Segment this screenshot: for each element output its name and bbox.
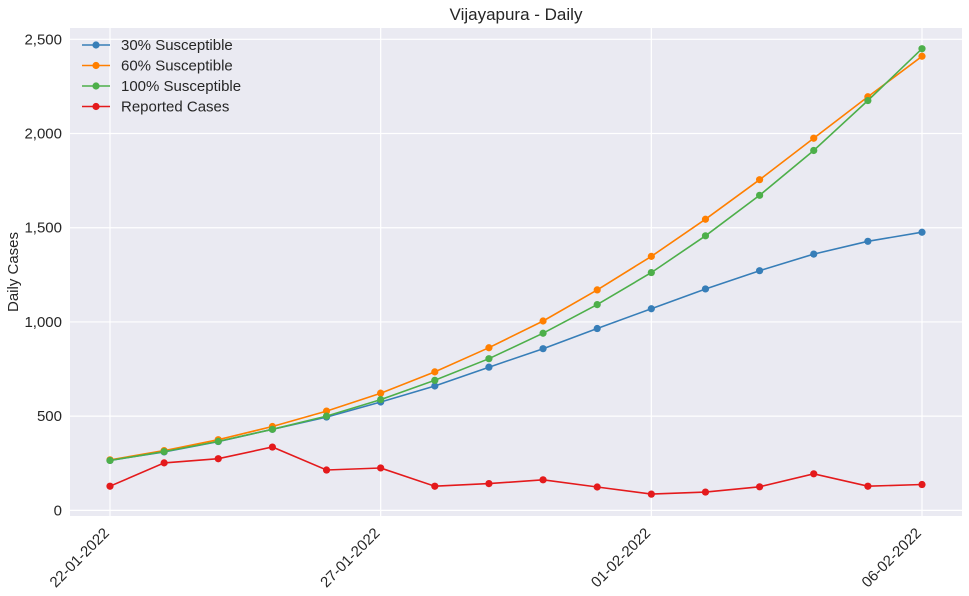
data-point xyxy=(810,134,818,142)
data-point xyxy=(810,146,818,155)
grid-lines xyxy=(70,28,962,516)
data-point xyxy=(701,285,710,293)
data-point xyxy=(647,305,655,313)
y-tick-label: 0 xyxy=(54,502,62,519)
data-point xyxy=(539,329,547,337)
data-point xyxy=(918,480,926,489)
data-point xyxy=(539,476,547,484)
y-axis-label: Daily Cases xyxy=(5,232,22,312)
x-tick-label: 27-01-2022 xyxy=(317,525,383,591)
data-point xyxy=(864,482,872,490)
data-point xyxy=(431,382,439,390)
data-point xyxy=(810,470,818,478)
data-point xyxy=(918,45,926,53)
data-point xyxy=(106,482,114,490)
data-point xyxy=(647,252,655,260)
data-point xyxy=(485,479,493,488)
y-tick-label: 2,000 xyxy=(24,126,62,143)
data-point xyxy=(756,176,764,184)
data-point xyxy=(268,425,276,433)
legend-label: 30% Susceptible xyxy=(121,37,233,54)
series-line xyxy=(109,48,923,462)
data-point xyxy=(756,267,764,275)
legend-marker xyxy=(92,61,100,70)
data-point xyxy=(756,191,764,199)
data-point xyxy=(214,455,222,463)
legend-marker xyxy=(92,41,100,49)
data-point xyxy=(160,447,168,456)
legend-marker xyxy=(92,82,100,90)
data-point xyxy=(647,268,655,277)
data-point xyxy=(810,250,818,258)
data-point xyxy=(377,464,385,472)
data-point xyxy=(214,437,222,445)
data-point xyxy=(864,96,872,105)
data-point xyxy=(701,215,710,223)
data-point xyxy=(160,459,168,467)
data-point xyxy=(701,232,710,240)
data-point xyxy=(377,389,385,397)
legend: 30% Susceptible 60% Susceptible 100% Susce… xyxy=(82,37,241,116)
data-point xyxy=(539,345,547,353)
data-point xyxy=(322,466,331,474)
x-tick-label: 06-02-2022 xyxy=(859,525,925,591)
y-tick-label: 1,000 xyxy=(24,314,62,331)
data-point xyxy=(268,443,276,451)
x-tick-label: 01-02-2022 xyxy=(588,525,654,591)
legend-label: 100% Susceptible xyxy=(121,78,241,95)
data-point xyxy=(593,300,601,309)
data-point xyxy=(485,344,493,352)
data-point xyxy=(431,368,439,376)
data-point xyxy=(431,482,439,490)
data-point xyxy=(593,324,601,333)
data-point xyxy=(701,488,710,496)
series-line xyxy=(109,446,923,495)
plot-area xyxy=(70,28,962,516)
data-point xyxy=(647,490,655,498)
y-axis-ticks: 0 500 1,000 1,500 2,000 2,500 xyxy=(24,31,62,519)
series-line xyxy=(109,55,923,461)
y-tick-label: 2,500 xyxy=(24,31,62,48)
y-tick-label: 1,500 xyxy=(24,220,62,237)
data-point xyxy=(864,237,872,245)
data-point xyxy=(322,412,331,420)
data-point xyxy=(918,52,926,60)
series-lines xyxy=(106,45,926,498)
data-point xyxy=(539,317,547,325)
data-point xyxy=(485,355,493,363)
data-point xyxy=(106,456,114,465)
data-point xyxy=(485,363,493,371)
x-axis-ticks: 22-01-2022 27-01-2022 01-02-2022 06-02-2022 xyxy=(47,525,925,591)
legend-marker xyxy=(92,102,100,111)
chart-title: Vijayapura - Daily xyxy=(450,5,583,24)
data-point xyxy=(322,407,331,415)
data-point xyxy=(377,395,385,404)
data-point xyxy=(593,286,601,294)
x-tick-label: 22-01-2022 xyxy=(47,525,113,591)
data-point xyxy=(918,228,926,236)
data-point xyxy=(756,483,764,491)
data-point xyxy=(593,483,601,491)
legend-label: 60% Susceptible xyxy=(121,58,233,75)
legend-label: Reported Cases xyxy=(121,99,229,116)
data-point xyxy=(431,376,439,384)
y-tick-label: 500 xyxy=(37,408,62,425)
